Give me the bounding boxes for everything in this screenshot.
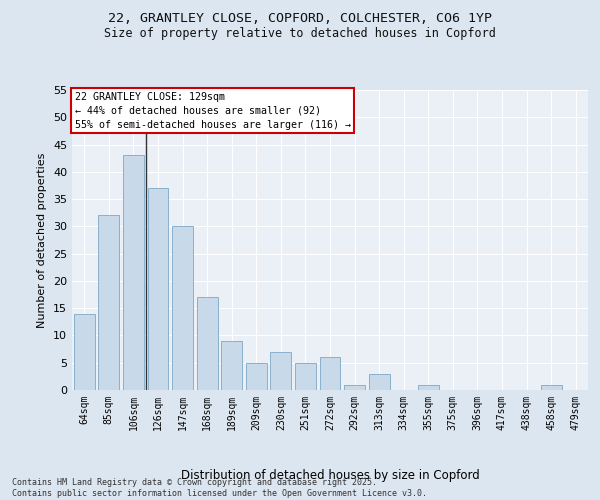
Text: 22 GRANTLEY CLOSE: 129sqm
← 44% of detached houses are smaller (92)
55% of semi-: 22 GRANTLEY CLOSE: 129sqm ← 44% of detac… xyxy=(74,92,350,130)
Bar xyxy=(197,298,218,390)
Y-axis label: Number of detached properties: Number of detached properties xyxy=(37,152,47,328)
Bar xyxy=(148,188,169,390)
Bar xyxy=(172,226,193,390)
Bar xyxy=(98,216,119,390)
Text: Contains HM Land Registry data © Crown copyright and database right 2025.
Contai: Contains HM Land Registry data © Crown c… xyxy=(12,478,427,498)
Bar xyxy=(368,374,389,390)
Bar xyxy=(123,156,144,390)
Text: 22, GRANTLEY CLOSE, COPFORD, COLCHESTER, CO6 1YP: 22, GRANTLEY CLOSE, COPFORD, COLCHESTER,… xyxy=(108,12,492,26)
Bar xyxy=(418,384,439,390)
Bar xyxy=(74,314,95,390)
Bar xyxy=(221,341,242,390)
Bar xyxy=(246,362,267,390)
Bar xyxy=(344,384,365,390)
Bar xyxy=(295,362,316,390)
Bar xyxy=(271,352,292,390)
X-axis label: Distribution of detached houses by size in Copford: Distribution of detached houses by size … xyxy=(181,469,479,482)
Bar xyxy=(320,358,340,390)
Bar xyxy=(541,384,562,390)
Text: Size of property relative to detached houses in Copford: Size of property relative to detached ho… xyxy=(104,28,496,40)
